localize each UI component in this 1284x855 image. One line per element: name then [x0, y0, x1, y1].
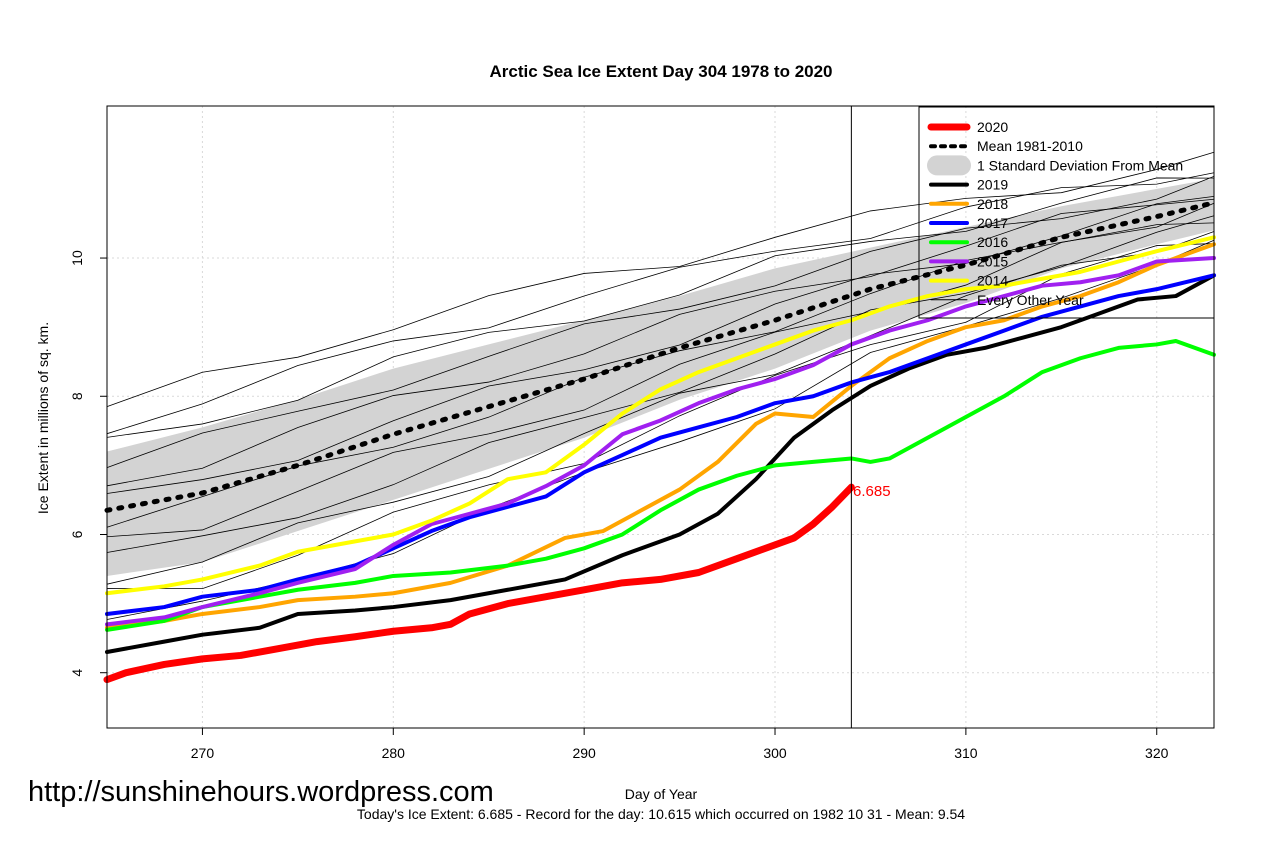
- y-axis-label: Ice Extent in millions of sq. km.: [35, 322, 51, 514]
- watermark-url: http://sunshinehours.wordpress.com: [28, 776, 494, 808]
- x-tick-label: 290: [572, 745, 596, 761]
- x-tick-label: 320: [1145, 745, 1169, 761]
- footer-summary: Today's Ice Extent: 6.685 - Record for t…: [356, 806, 966, 822]
- other-year-line: [106, 172, 1215, 435]
- legend-label: 2016: [977, 234, 1008, 250]
- x-tick-label: 300: [763, 745, 787, 761]
- mean-line: [104, 200, 1217, 513]
- series-2016-line: [105, 338, 1216, 632]
- legend-swatch: [927, 155, 971, 176]
- y-tick-label: 10: [69, 250, 85, 266]
- legend-label: 2020: [977, 119, 1008, 135]
- other-year-line: [106, 198, 1215, 487]
- other-year-line: [106, 151, 1215, 408]
- series-2017-line: [105, 273, 1216, 616]
- other-years-layer: [106, 151, 1215, 620]
- legend-label: 2017: [977, 215, 1008, 231]
- sd-band: [107, 178, 1214, 576]
- sd-band-layer: [107, 178, 1214, 576]
- x-tick-label: 270: [191, 745, 215, 761]
- plot-frame: [106, 105, 1215, 729]
- other-year-line: [106, 196, 1215, 494]
- axes-layer: 270 280 290 300 310 320 4 6 8 10: [69, 105, 1215, 761]
- legend-label: 2019: [977, 177, 1008, 193]
- y-tick-label: 4: [69, 669, 85, 677]
- x-tick-label: 280: [382, 745, 406, 761]
- highlight-series-layer: [103, 235, 1216, 684]
- x-tick-label: 310: [954, 745, 978, 761]
- other-year-line: [106, 231, 1215, 585]
- x-axis-label: Day of Year: [624, 786, 698, 802]
- legend-label: 2014: [977, 273, 1008, 289]
- legend-label: Mean 1981-2010: [977, 138, 1083, 154]
- legend-label: Every Other Year: [977, 292, 1084, 308]
- series-2015-line: [105, 256, 1216, 627]
- other-year-line: [106, 177, 1215, 438]
- series-2018-line: [105, 242, 1216, 630]
- mean-layer: [104, 200, 1217, 513]
- legend: 2020 Mean 1981-2010 1 Standard Deviation F…: [918, 106, 1215, 319]
- legend-label: 1 Standard Deviation From Mean: [977, 157, 1183, 173]
- y-tick-label: 8: [69, 392, 85, 400]
- other-year-line: [106, 175, 1215, 468]
- series-2014-line: [105, 235, 1216, 596]
- current-value-label: 6.685: [853, 483, 891, 500]
- series-2019-line: [105, 273, 1216, 654]
- other-year-line: [106, 215, 1215, 553]
- series-2020-line: [103, 483, 855, 684]
- y-tick-label: 6: [69, 530, 85, 538]
- chart-title: Arctic Sea Ice Extent Day 304 1978 to 20…: [489, 62, 832, 81]
- legend-label: 2018: [977, 196, 1008, 212]
- legend-label: 2015: [977, 253, 1008, 269]
- legend-box: [918, 106, 1215, 319]
